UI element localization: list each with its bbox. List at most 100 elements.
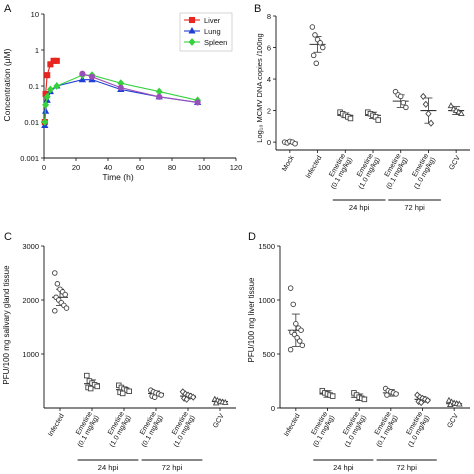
panel-a-data-point [53, 82, 61, 90]
panel-b-x-tick-label: Emetine(1.0 mg/kg) [351, 152, 381, 190]
panel-c-y-tick-label: 3000 [22, 242, 39, 251]
panel-c: C PFU/100 mg salivary gland tissue 1000 2… [2, 231, 236, 472]
panel-a-x-tick-label: 0 [42, 163, 46, 172]
panel-a-data-point [117, 84, 124, 91]
panel-b-data-point [400, 99, 407, 106]
panel-a-data-point [47, 61, 54, 68]
panel-a-x-tick-label: 80 [168, 163, 176, 172]
panel-b-data-point [420, 92, 427, 100]
panel-a-y-tick-label: 10 [31, 10, 39, 19]
panel-c-y-tick-label: 2000 [22, 296, 39, 305]
panel-c-data-point [63, 305, 70, 311]
panel-a-x-tick-label: 100 [198, 163, 211, 172]
panel-a: A Concentration (μM) Time (h) 0.001 0.01 0… [2, 3, 242, 182]
panel-d-y-tick-label: 1000 [258, 296, 275, 305]
panel-a-legend-marker [188, 26, 196, 34]
panel-a-series-line [82, 73, 198, 103]
panel-b-data-point [427, 119, 435, 127]
panel-d-x-tick-label: Emetine(1.0 mg/kg) [401, 410, 431, 448]
panel-d-data-point [456, 400, 463, 407]
panel-c-letter: C [4, 231, 12, 243]
panel-b-x-tick-label: Emetine(1.0 mg/kg) [407, 152, 437, 190]
panel-a-y-tick-label: 0.001 [20, 154, 39, 163]
panel-a-data-point [42, 100, 50, 109]
panel-d-data-point [296, 338, 303, 344]
panel-a-data-point [156, 93, 163, 100]
panel-a-data-point [44, 72, 51, 79]
panel-b-data-point [347, 115, 354, 122]
panel-a-legend-marker [188, 16, 196, 24]
panel-b-data-point [447, 102, 455, 109]
panel-c-data-point [151, 394, 158, 400]
panel-c-data-point [221, 398, 229, 405]
panel-b-y-tick-label: 0 [267, 138, 271, 147]
panel-b-data-point [292, 140, 298, 147]
panel-a-data-point [46, 85, 54, 94]
panel-b-x-tick-label: Infected [305, 155, 324, 180]
panel-d-x-tick-label: GCV [446, 412, 460, 429]
panel-d-group-label: 72 hpi [396, 463, 417, 472]
panel-a-letter: A [4, 3, 12, 15]
panel-d-data-point [361, 396, 368, 403]
panel-d-data-point [298, 327, 304, 333]
panel-b-x-tick-label: Mock [281, 154, 296, 172]
panel-c-x-tick-label: Emetine(1.0 mg/kg) [102, 410, 132, 448]
panel-d-x-tick-label: Emetine(0.1 mg/kg) [369, 410, 399, 448]
panel-b-data-point [309, 24, 316, 30]
panel-b-data-point [320, 44, 326, 51]
panel-a-series-line [44, 74, 198, 123]
panel-a-legend-label: Liver [204, 16, 221, 25]
panel-d-data-point [393, 391, 399, 397]
panel-a-data-point [78, 75, 87, 83]
panel-c-data-point [52, 308, 58, 314]
panel-c-data-point [52, 270, 58, 276]
panel-b-y-tick-label: 4 [267, 75, 271, 84]
panel-d-x-tick-label: Infected [283, 413, 302, 438]
panel-a-data-point [53, 57, 60, 64]
panel-d-data-point [418, 399, 425, 407]
panel-d-y-tick-label: 1500 [258, 242, 275, 251]
panel-d-letter: D [248, 231, 256, 243]
panel-d-data-point [329, 393, 336, 399]
panel-c-data-point [183, 395, 190, 403]
panel-d-data-point [299, 342, 306, 349]
panel-d-data-point [446, 401, 454, 408]
panel-b-data-point [310, 52, 317, 59]
panel-a-legend-label: Lung [204, 27, 221, 36]
panel-a-data-point [41, 118, 49, 126]
panel-a-xlabel: Time (h) [102, 172, 133, 182]
panel-c-y-tick-label: 1000 [22, 350, 39, 359]
panel-c-data-point [84, 372, 90, 379]
panel-b-data-point [425, 110, 432, 118]
panel-a-y-tick-label: 0.01 [24, 118, 39, 127]
panel-a-legend-box [179, 12, 233, 52]
panel-b-data-point [313, 60, 320, 67]
panel-b-data-point [317, 40, 323, 46]
panel-b-group-label: 24 hpi [349, 203, 370, 212]
panel-a-x-tick-label: 60 [136, 163, 144, 172]
panel-b-ylabel: Log₁₀ MCMV DNA copies /100ng [255, 33, 264, 142]
panel-c-x-tick-label: Emetine(0.1 mg/kg) [134, 410, 164, 448]
panel-d-y-tick-label: 0 [271, 404, 275, 413]
panel-b-data-point [458, 110, 465, 117]
panel-c-data-point [62, 291, 68, 298]
panel-d-data-point [290, 301, 296, 308]
panel-b-y-tick-label: 8 [267, 12, 271, 21]
panel-a-data-point [43, 92, 51, 101]
panel-c-data-point [119, 390, 126, 397]
panel-c-data-point [94, 383, 100, 390]
panel-a-legend-label: Spleen [204, 38, 227, 47]
panel-c-data-point [158, 392, 164, 398]
panel-b-data-point [312, 32, 318, 38]
panel-a-data-point [194, 99, 201, 106]
panel-c-x-tick-label: Infected [47, 413, 66, 438]
panel-b: B Log₁₀ MCMV DNA copies /100ng 0 2 4 6 8 Mock… [254, 3, 470, 212]
panel-c-data-point [126, 388, 132, 395]
panel-c-x-tick-label: GCV [212, 412, 226, 429]
panel-b-letter: B [254, 3, 261, 15]
panel-d-data-point [293, 321, 299, 327]
panel-a-data-point [88, 73, 96, 80]
panel-a-y-tick-label: 0.1 [29, 82, 39, 91]
panel-c-data-point [212, 399, 220, 406]
